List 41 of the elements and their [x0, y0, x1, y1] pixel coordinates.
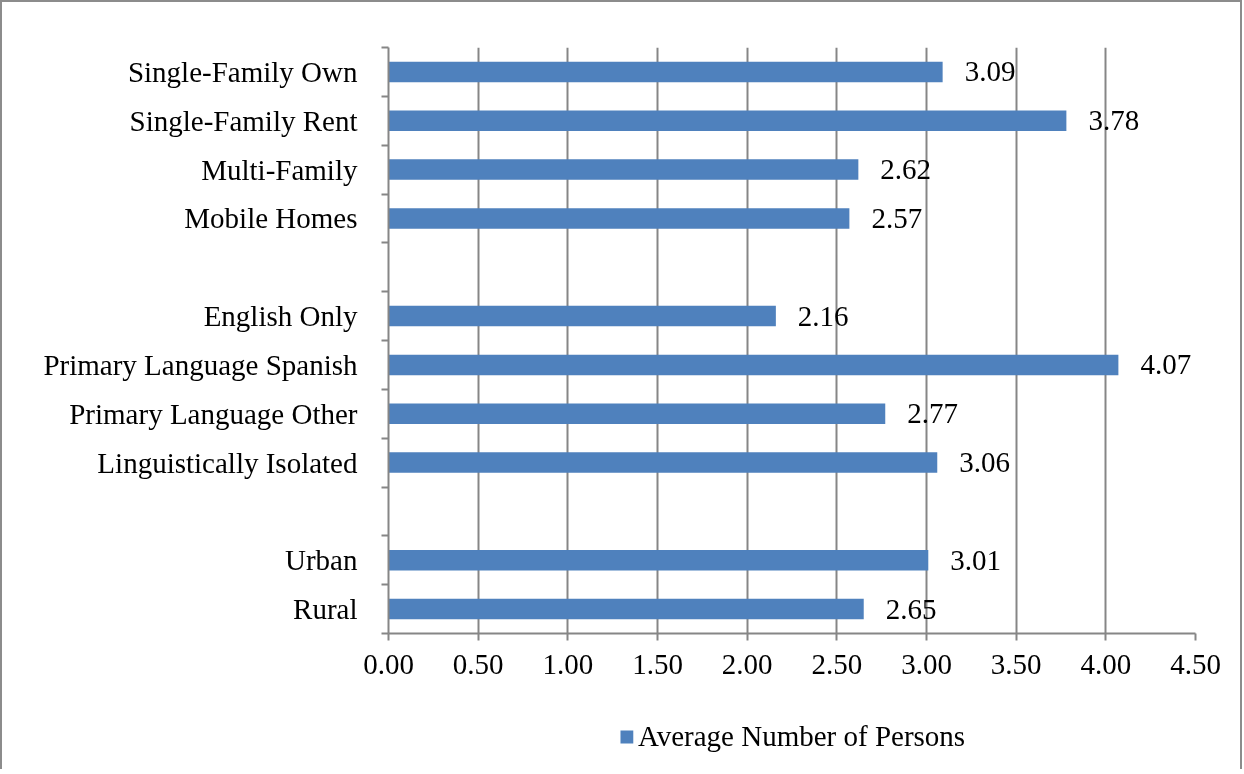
x-tick-label: 4.50 [1170, 647, 1221, 680]
x-tick-label: 2.50 [811, 647, 863, 680]
data-label: 3.78 [1088, 104, 1140, 137]
bar [388, 305, 776, 327]
data-label: 4.07 [1140, 348, 1192, 381]
data-label: 2.62 [880, 153, 932, 186]
x-tick-label: 3.00 [901, 647, 952, 680]
y-tick-label: Single-Family Rent [129, 104, 358, 137]
y-tick-label: Linguistically Isolated [97, 446, 358, 479]
bar [388, 110, 1067, 132]
x-tick-label: 0.00 [363, 647, 414, 680]
y-tick-label: English Only [203, 300, 358, 333]
data-label: 2.65 [885, 592, 937, 625]
y-tick-label: Mobile Homes [184, 202, 358, 235]
bar [388, 598, 864, 620]
x-tick-label: 1.50 [632, 647, 683, 680]
y-tick-label: Urban [285, 544, 358, 577]
y-tick-label: Rural [293, 593, 358, 626]
data-label: 3.01 [950, 543, 1002, 576]
data-label: 2.16 [797, 299, 849, 332]
x-tick-label: 1.00 [542, 647, 594, 680]
bar [388, 452, 938, 473]
y-tick-label: Primary Language Spanish [43, 348, 358, 381]
data-label: 2.57 [871, 201, 923, 234]
y-tick-label: Primary Language Other [69, 397, 358, 430]
data-label: 2.77 [907, 397, 958, 430]
bar [388, 159, 859, 180]
data-label: 3.09 [964, 55, 1016, 88]
x-tick-label: 2.00 [721, 647, 773, 680]
y-tick-label: Single-Family Own [127, 55, 358, 88]
legend-label: Average Number of Persons [637, 719, 966, 753]
x-tick-label: 0.50 [452, 647, 504, 680]
x-tick-label: 3.50 [990, 647, 1042, 680]
bar [388, 403, 886, 425]
bar [388, 61, 943, 83]
bar [388, 354, 1119, 376]
bar [388, 208, 850, 229]
bar [388, 549, 929, 571]
y-tick-label: Multi-Family [201, 153, 358, 186]
x-tick-label: 4.00 [1080, 647, 1132, 680]
data-label: 3.06 [959, 446, 1011, 479]
